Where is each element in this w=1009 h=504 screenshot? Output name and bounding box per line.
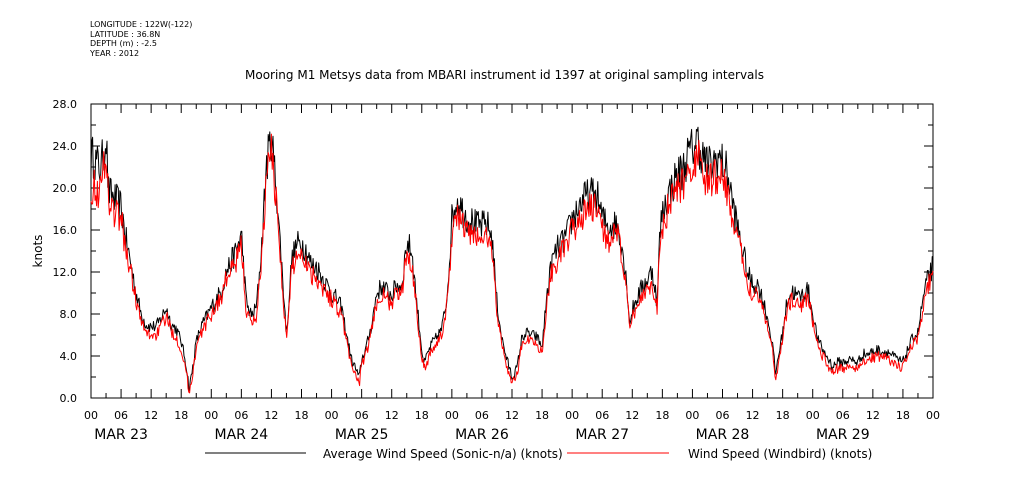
x-axis: 00 06 12 18 00 06 12 18 00 06 12 18 00 06 12 18 00 06 12 18… [84, 104, 940, 443]
legend: Average Wind Speed (Sonic-n/a) (knots) Wi… [205, 447, 872, 461]
legend-label-average-sonic: Average Wind Speed (Sonic-n/a) (knots) [323, 447, 563, 461]
x-day-label: MAR 28 [696, 427, 750, 443]
x-hour-label: 12 [385, 409, 399, 422]
x-hour-label: 06 [475, 409, 489, 422]
x-hour-label: 06 [355, 409, 369, 422]
x-hour-label: 18 [896, 409, 910, 422]
x-hour-label: 18 [415, 409, 429, 422]
y-tick-label: 0.0 [60, 392, 78, 405]
x-day-label: MAR 24 [215, 427, 269, 443]
chart-title: Mooring M1 Metsys data from MBARI instru… [245, 68, 764, 82]
x-hour-label: 12 [746, 409, 760, 422]
y-tick-label: 28.0 [53, 98, 78, 111]
x-hour-label: 18 [174, 409, 188, 422]
depth-label: DEPTH (m) : -2.5 [90, 39, 157, 48]
y-tick-label: 4.0 [60, 350, 78, 363]
x-hour-label: 00 [565, 409, 579, 422]
latitude-label: LATITUDE : 36.8N [90, 29, 161, 39]
y-axis-title: knots [31, 235, 45, 268]
x-hour-label: 18 [295, 409, 309, 422]
year-label: YEAR : 2012 [90, 48, 140, 58]
x-hour-label: 18 [535, 409, 549, 422]
x-hour-label: 12 [264, 409, 278, 422]
x-day-label: MAR 26 [455, 427, 509, 443]
x-day-label: MAR 23 [94, 427, 148, 443]
x-hour-label: 18 [776, 409, 790, 422]
x-hour-label: 18 [655, 409, 669, 422]
y-tick-label: 24.0 [53, 140, 78, 153]
legend-label-windbird: Wind Speed (Windbird) (knots) [688, 447, 872, 461]
x-hour-label: 06 [114, 409, 128, 422]
x-hour-label: 00 [445, 409, 459, 422]
x-hour-label: 12 [625, 409, 639, 422]
x-hour-label: 00 [84, 409, 98, 422]
x-hour-label: 12 [505, 409, 519, 422]
station-metadata: LONGITUDE : 122W(-122) LATITUDE : 36.8N … [90, 20, 192, 58]
x-hour-label: 00 [204, 409, 218, 422]
x-hour-label: 00 [926, 409, 940, 422]
plot-frame [90, 103, 934, 399]
series-line-average-sonic [90, 126, 934, 392]
x-hour-label: 06 [234, 409, 248, 422]
x-day-label: MAR 27 [575, 427, 629, 443]
y-tick-label: 16.0 [53, 224, 78, 237]
x-hour-label: 12 [866, 409, 880, 422]
series-line-windbird [90, 133, 934, 394]
x-hour-label: 12 [144, 409, 158, 422]
x-hour-label: 00 [685, 409, 699, 422]
x-hour-label: 06 [716, 409, 730, 422]
series-lines [90, 126, 934, 394]
x-day-label: MAR 25 [335, 427, 389, 443]
plot-border [90, 103, 934, 399]
x-hour-label: 06 [595, 409, 609, 422]
y-tick-label: 8.0 [60, 308, 78, 321]
y-axis: knots 0.0 4.0 8.0 12.0 16.0 20.0 24.0 28.0 [31, 98, 933, 405]
y-tick-label: 12.0 [53, 266, 78, 279]
x-hour-label: 00 [806, 409, 820, 422]
x-hour-label: 00 [325, 409, 339, 422]
y-tick-label: 20.0 [53, 182, 78, 195]
x-hour-label: 06 [836, 409, 850, 422]
longitude-label: LONGITUDE : 122W(-122) [90, 20, 193, 29]
x-day-label: MAR 29 [816, 427, 870, 443]
